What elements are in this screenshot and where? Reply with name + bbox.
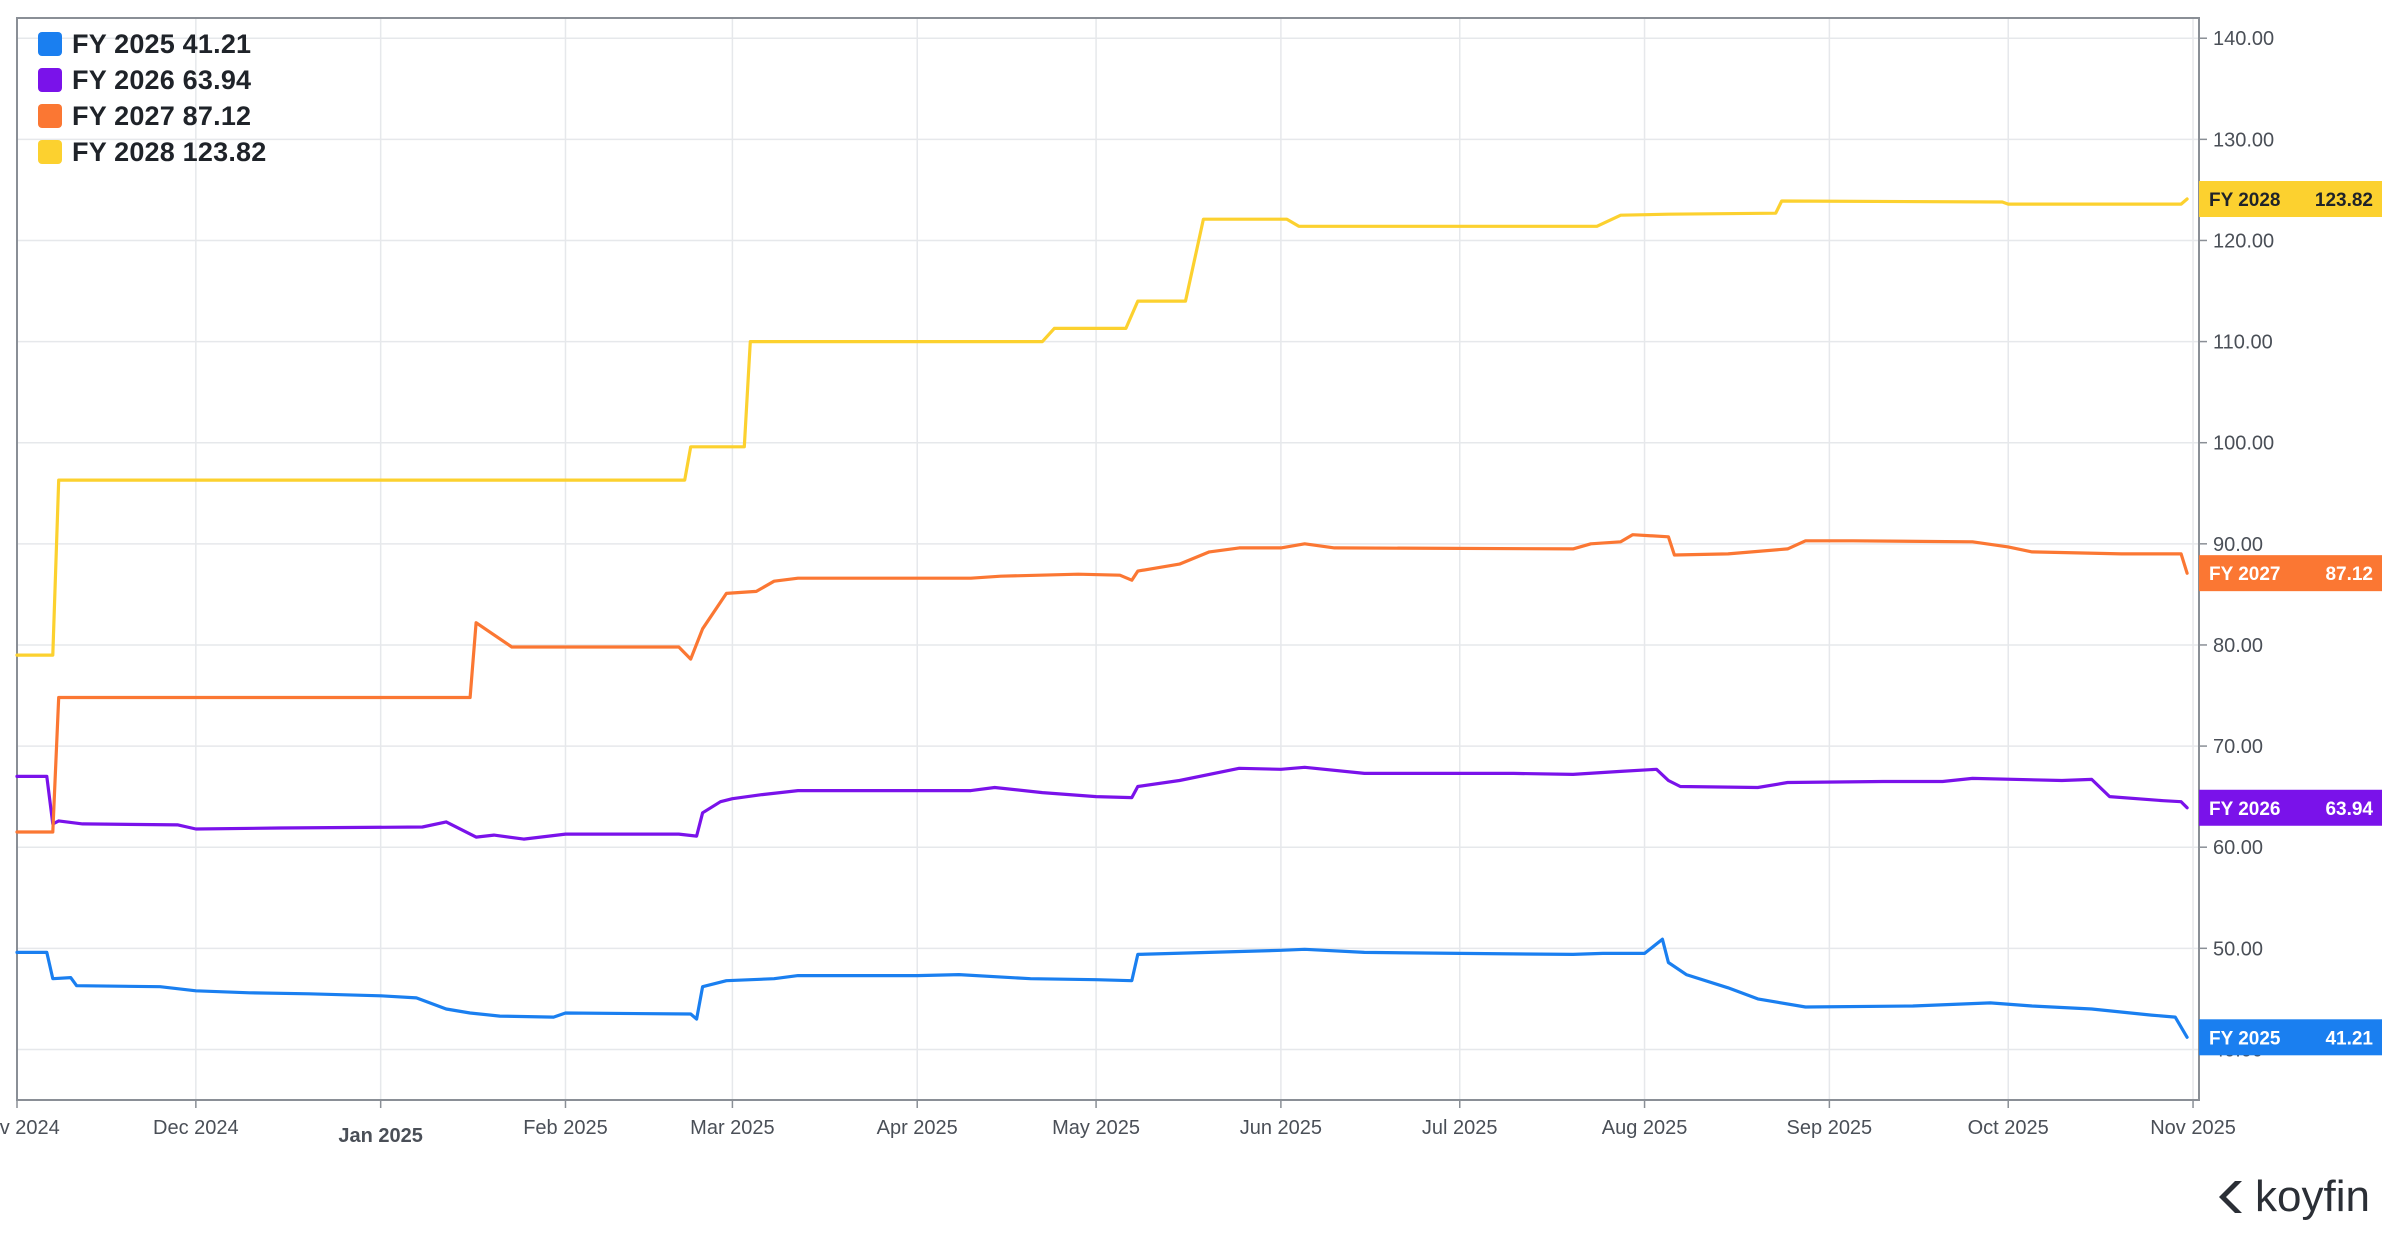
legend-swatch xyxy=(38,140,62,164)
tag-last-value: 41.21 xyxy=(2325,1028,2373,1049)
y-tick-label: 110.00 xyxy=(2213,332,2273,354)
y-tick-label: 90.00 xyxy=(2213,534,2263,556)
y-tick-label: 80.00 xyxy=(2213,635,2263,657)
legend-item[interactable]: FY 2028 123.82 xyxy=(38,134,266,170)
series-line-fy-2028 xyxy=(15,197,2189,657)
tag-series-name: FY 2025 xyxy=(2209,1028,2281,1049)
last-value-tag-fy-2027: FY 2027 87.12 xyxy=(2199,555,2382,592)
series-line-fy-2026 xyxy=(15,765,2189,841)
y-tick-label: 130.00 xyxy=(2213,129,2274,151)
x-tick-label: May 2025 xyxy=(1052,1117,1140,1139)
last-value-tag-fy-2028: FY 2028 123.82 xyxy=(2199,181,2382,218)
x-tick-label: Apr 2025 xyxy=(877,1117,958,1139)
x-tick-label: Sep 2025 xyxy=(1787,1117,1873,1139)
legend-label: FY 2028 123.82 xyxy=(72,136,267,167)
legend-swatch xyxy=(38,32,62,56)
koyfin-logo-text: koyfin xyxy=(2255,1172,2370,1221)
legend-item[interactable]: FY 2027 87.12 xyxy=(38,98,266,134)
x-tick-label: Feb 2025 xyxy=(523,1117,608,1139)
tag-series-name: FY 2028 xyxy=(2209,190,2280,211)
x-tick-label: Oct 2025 xyxy=(1968,1117,2049,1139)
series-line-fy-2027 xyxy=(15,533,2189,834)
x-axis: Nov 2024 Dec 2024 Jan 2025 Feb 2025 Mar 2025… xyxy=(0,1100,2236,1147)
legend-swatch xyxy=(38,68,62,92)
legend-swatch xyxy=(38,104,62,128)
x-tick-label: Jan 2025 xyxy=(338,1125,423,1147)
series-line-fy-2025 xyxy=(15,937,2189,1039)
x-tick-label: Jul 2025 xyxy=(1422,1117,1498,1139)
plot-frame xyxy=(16,17,2200,1101)
legend-label: FY 2025 41.21 xyxy=(72,28,252,59)
tag-series-name: FY 2026 xyxy=(2209,799,2280,820)
y-tick-label: 100.00 xyxy=(2213,433,2274,455)
legend-label: FY 2027 87.12 xyxy=(72,100,252,131)
y-tick-label: 50.00 xyxy=(2213,938,2263,960)
tag-last-value: 63.94 xyxy=(2325,799,2373,820)
legend-label: FY 2026 63.94 xyxy=(72,64,252,95)
x-tick-label: Aug 2025 xyxy=(1602,1117,1688,1139)
koyfin-logo: koyfin xyxy=(2209,1172,2370,1222)
y-tick-label: 60.00 xyxy=(2213,837,2263,859)
series-lines xyxy=(15,197,2189,1039)
y-tick-label: 120.00 xyxy=(2213,230,2274,252)
last-value-tag-fy-2026: FY 2026 63.94 xyxy=(2199,789,2382,826)
tag-last-value: 87.12 xyxy=(2325,564,2373,585)
legend: FY 2025 41.21 FY 2026 63.94 FY 2027 87.12 F… xyxy=(38,26,266,170)
y-tick-label: 70.00 xyxy=(2213,736,2263,758)
tag-series-name: FY 2027 xyxy=(2209,564,2280,585)
x-tick-label: Nov 2025 xyxy=(2150,1117,2236,1139)
x-tick-label: Dec 2024 xyxy=(153,1117,239,1139)
gridlines xyxy=(16,18,2199,1100)
tag-last-value: 123.82 xyxy=(2315,190,2373,211)
y-tick-label: 140.00 xyxy=(2213,28,2274,50)
koyfin-logo-icon xyxy=(2219,1181,2243,1213)
x-tick-label: Nov 2024 xyxy=(0,1117,60,1139)
last-value-tag-fy-2025: FY 2025 41.21 xyxy=(2199,1019,2382,1056)
legend-item[interactable]: FY 2025 41.21 xyxy=(38,26,266,62)
legend-item[interactable]: FY 2026 63.94 xyxy=(38,62,266,98)
x-tick-label: Mar 2025 xyxy=(690,1117,775,1139)
x-tick-label: Jun 2025 xyxy=(1240,1117,1322,1139)
